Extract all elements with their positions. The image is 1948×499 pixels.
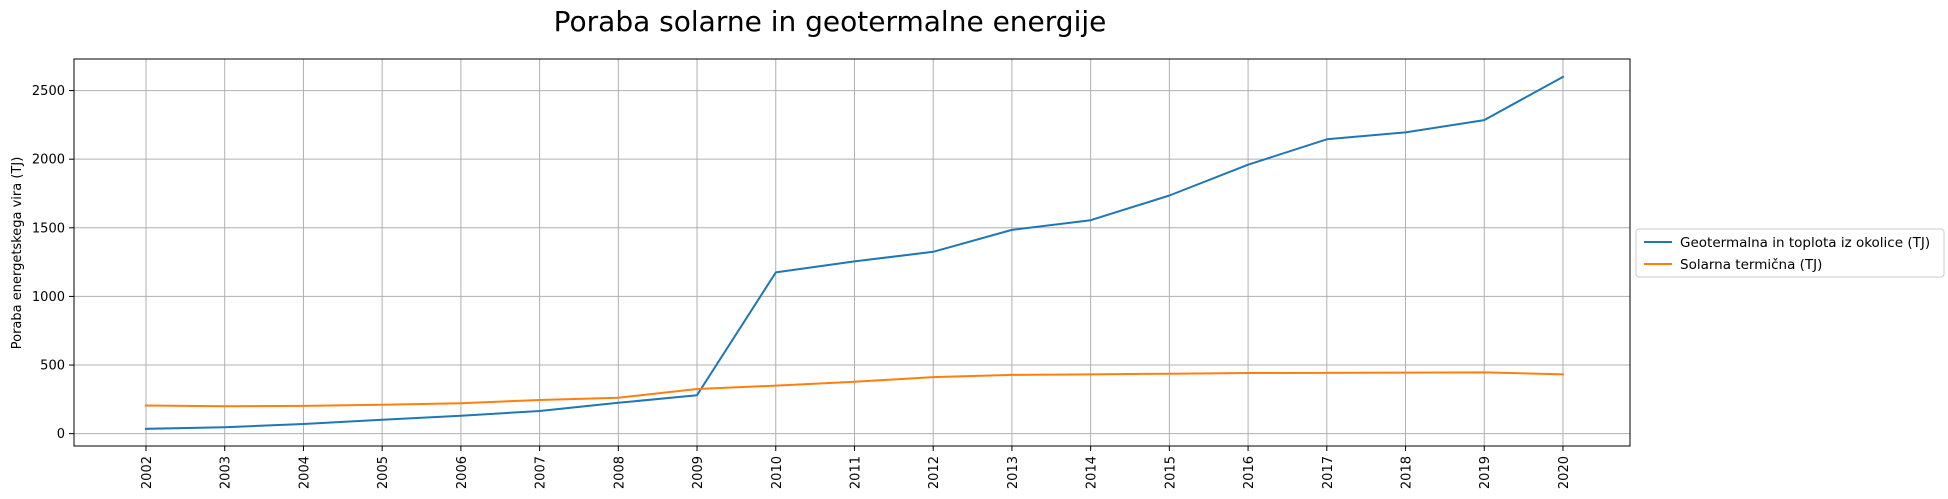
x-tick-label: 2006 [455, 456, 470, 489]
series-lines [144, 75, 1565, 430]
x-tick-label: 2013 [1006, 456, 1021, 489]
x-tick-label: 2019 [1478, 456, 1493, 489]
x-tick-label: 2002 [140, 456, 155, 489]
legend: Geotermalna in toplota iz okolice (TJ) So… [1635, 228, 1945, 278]
y-tick-label: 1000 [32, 290, 65, 305]
grid [74, 59, 1630, 446]
x-tick-label: 2007 [534, 456, 549, 489]
series-line-2 [144, 371, 1565, 408]
x-tick-label: 2014 [1085, 456, 1100, 489]
x-tick-label: 2018 [1400, 456, 1415, 489]
x-tick-label: 2008 [612, 456, 627, 489]
x-tick-label: 2011 [848, 456, 863, 489]
y-tick-label: 2000 [32, 153, 65, 168]
x-tick-label: 2015 [1163, 456, 1178, 489]
legend-box [1635, 228, 1945, 278]
y-axis: 0 500 1000 1500 2000 2500 [32, 84, 74, 442]
x-tick-label: 2004 [297, 456, 312, 489]
legend-label-1: Geotermalna in toplota iz okolice (TJ) [1680, 235, 1930, 251]
x-tick-label: 2012 [927, 456, 942, 489]
x-tick-label: 2016 [1242, 456, 1257, 489]
chart-title: Poraba solarne in geotermalne energije [554, 5, 1107, 38]
x-axis: 2002 2003 2004 2005 2006 2007 2008 2009 2010 2011… [140, 446, 1572, 489]
x-tick-label: 2005 [376, 456, 391, 489]
legend-label-2: Solarna termična (TJ) [1680, 257, 1822, 273]
y-tick-label: 2500 [32, 84, 65, 99]
x-tick-label: 2020 [1557, 456, 1572, 489]
series-line-1 [144, 75, 1565, 430]
x-tick-label: 2017 [1321, 456, 1336, 489]
plot-area-frame [73, 58, 1631, 447]
y-axis-label: Poraba energetskega vira (TJ) [10, 157, 25, 350]
x-tick-label: 2009 [691, 456, 706, 489]
y-tick-label: 500 [40, 359, 65, 374]
x-tick-label: 2010 [770, 456, 785, 489]
y-tick-label: 1500 [32, 221, 65, 236]
x-tick-label: 2003 [219, 456, 234, 489]
y-tick-label: 0 [57, 427, 65, 442]
